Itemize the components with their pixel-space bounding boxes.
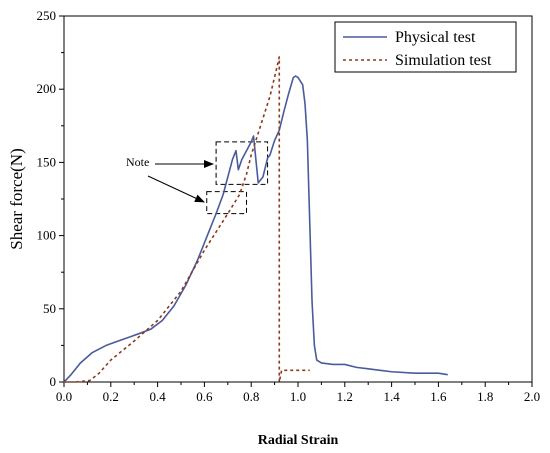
y-tick-label: 50 [43,301,56,316]
legend: Physical test Simulation test [334,21,517,73]
y-tick-label: 250 [37,8,57,23]
x-tick-label: 1.0 [290,389,306,404]
x-tick-label: 0.4 [149,389,166,404]
x-tick-label: 0.6 [196,389,213,404]
series-layer [63,56,448,383]
x-tick-label: 0.8 [243,389,259,404]
x-tick-label: 1.8 [477,389,493,404]
x-tick-label: 1.4 [383,389,400,404]
series-line-physical-test [63,75,448,383]
note-label: Note [126,155,149,169]
x-tick-label: 1.6 [430,389,447,404]
legend-label-physical: Physical test [395,29,476,46]
y-tick-label: 200 [37,81,57,96]
x-tick-label: 2.0 [524,389,540,404]
x-axis-title: Radial Strain [258,433,339,448]
x-axis-ticks: 0.0 0.2 0.4 0.6 0.8 1.0 1.2 1.4 1.6 1.8 2.0 [56,382,540,404]
note-arrow-lower [147,175,205,203]
y-tick-label: 100 [37,228,57,243]
legend-label-simulation: Simulation test [395,52,492,69]
note-annotation: Note [126,155,214,203]
legend-box [334,21,517,73]
note-boxes [206,141,269,215]
x-tick-label: 0.2 [103,389,119,404]
note-box-1 [215,141,269,185]
note-box-2 [206,191,248,215]
series-line-simulation-test [64,56,310,383]
x-tick-label: 0.0 [56,389,72,404]
y-tick-label: 0 [50,374,57,389]
y-axis-title: Shear force(N) [7,148,26,249]
x-tick-label: 1.2 [337,389,353,404]
y-axis-ticks: 0 50 100 150 200 250 [37,8,64,389]
y-tick-label: 150 [37,154,57,169]
